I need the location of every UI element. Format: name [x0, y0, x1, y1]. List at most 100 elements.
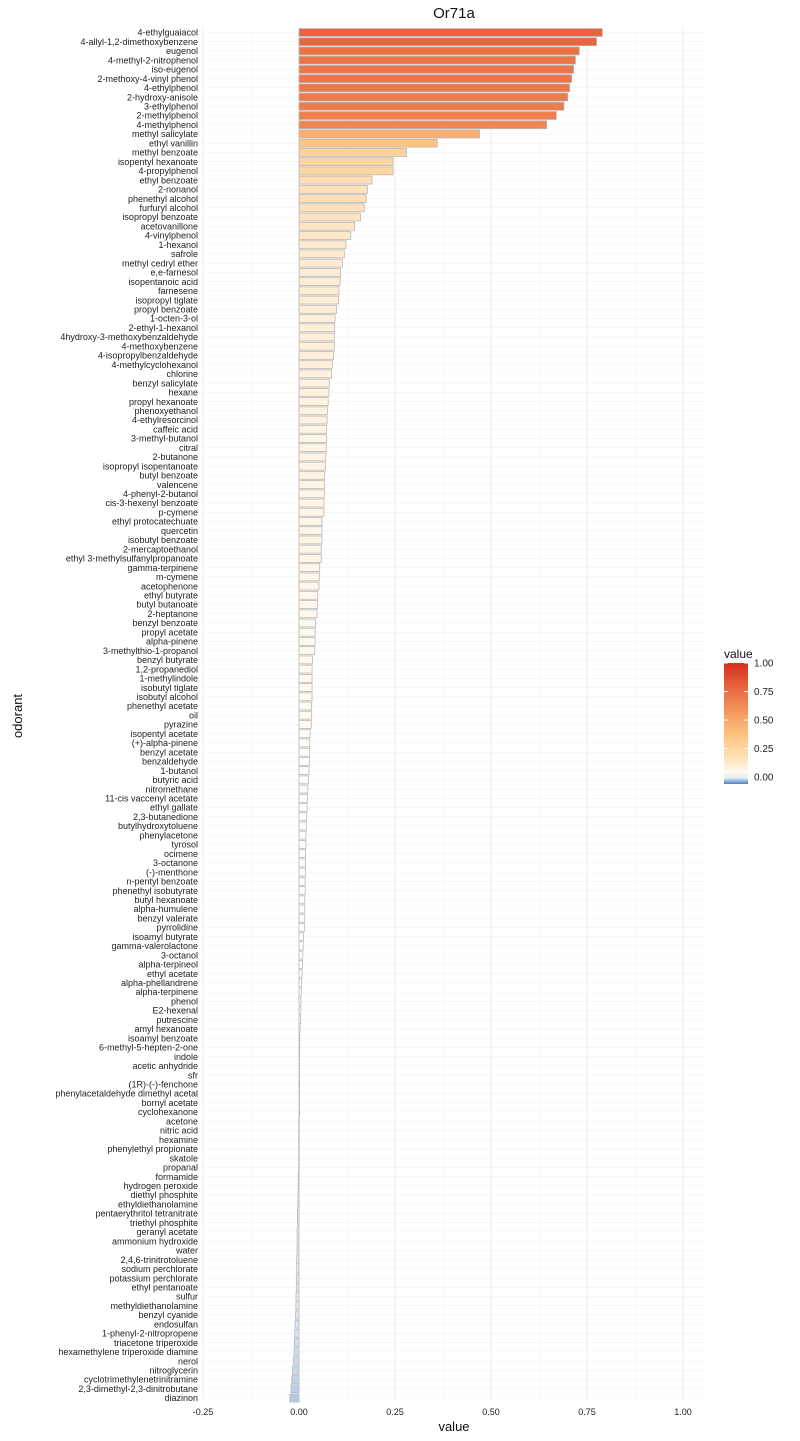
bar-72 — [298, 683, 313, 692]
bar-85 — [298, 803, 308, 812]
bar-2 — [298, 37, 598, 47]
bar-149 — [289, 1393, 300, 1403]
y-tick-label: benzyl benzoate — [132, 618, 198, 628]
bar-105 — [298, 987, 302, 997]
y-tick-label: pyrazine — [164, 720, 198, 730]
y-tick-label: isoamyl butyrate — [132, 932, 198, 942]
y-tick-label: cyclotrimethylenetrinitramine — [84, 1375, 198, 1385]
y-tick-label: triethyl phosphite — [130, 1218, 198, 1228]
bar-92 — [298, 867, 306, 877]
bar-107 — [298, 1006, 302, 1015]
legend-tick-label: 0.00 — [754, 773, 774, 784]
y-tick-label: 3-ethylphenol — [144, 102, 198, 112]
y-tick-label: 4-vinylphenol — [145, 231, 198, 241]
bar-95 — [298, 895, 306, 905]
y-tick-label: ethyl 3-methylsulfanylpropanoate — [66, 554, 198, 564]
bar-112 — [298, 1052, 301, 1061]
y-tick-label: butylhydroxytoluene — [118, 821, 198, 831]
bar-114 — [298, 1070, 301, 1080]
legend-ticks: 0.00 0.25 0.50 0.75 1.00 — [724, 659, 774, 784]
y-tick-label: propyl hexanoate — [129, 397, 198, 407]
y-tick-label: skatole — [169, 1153, 198, 1163]
y-tick-label: propyl acetate — [141, 627, 198, 637]
y-tick-label: e,e-farnesol — [150, 268, 198, 278]
bar-116 — [298, 1089, 301, 1098]
y-tick-label: cis-3-hexenyl benzoate — [105, 498, 198, 508]
y-tick-label: valencene — [157, 480, 198, 490]
y-tick-label: isopropyl tiglate — [135, 295, 198, 305]
bar-46 — [298, 443, 327, 453]
bar-113 — [298, 1061, 301, 1071]
y-tick-label: phenylethyl propionate — [107, 1144, 198, 1154]
bar-130 — [297, 1218, 300, 1228]
y-tick-label: 2-hydroxy-anisole — [127, 92, 198, 102]
bar-142 — [294, 1329, 300, 1338]
bar-59 — [298, 563, 321, 572]
bar-39 — [298, 378, 330, 388]
y-tick-label: 4-propylphenol — [138, 166, 198, 176]
x-tick-label: 0.00 — [290, 1407, 308, 1417]
bar-66 — [298, 627, 316, 637]
y-tick-label: phenethyl alcohol — [128, 194, 198, 204]
bar-115 — [298, 1079, 301, 1089]
bar-119 — [298, 1116, 300, 1126]
y-tick-label: isobutyl benzoate — [128, 535, 198, 545]
bar-77 — [298, 729, 311, 739]
y-tick-label: 1-phenyl-2-nitropropene — [102, 1329, 198, 1339]
y-tick-label: (1R)-(-)-fenchone — [128, 1080, 198, 1090]
y-axis-title: odorant — [10, 694, 25, 738]
y-tick-label: methyl salicylate — [132, 129, 198, 139]
bar-146 — [292, 1365, 300, 1375]
bar-97 — [298, 913, 306, 923]
y-tick-label: benzyl valerate — [137, 913, 198, 923]
y-tick-label: propanal — [163, 1163, 198, 1173]
bar-134 — [296, 1255, 300, 1264]
y-tick-label: butyric acid — [152, 775, 198, 785]
bar-63 — [298, 600, 318, 609]
y-tick-label: indole — [174, 1052, 198, 1062]
bar-87 — [298, 821, 307, 831]
bar-103 — [298, 969, 303, 978]
y-tick-label: isopentyl acetate — [130, 729, 198, 739]
bar-84 — [298, 793, 308, 803]
y-tick-label: (+)-alpha-pinene — [132, 738, 198, 748]
bar-37 — [298, 360, 333, 370]
bar-29 — [298, 286, 340, 296]
bar-54 — [298, 517, 323, 526]
y-tick-label: isopropyl isopentanoate — [103, 461, 198, 471]
bar-35 — [298, 341, 335, 351]
y-tick-label: 3-octanol — [161, 950, 198, 960]
bar-135 — [296, 1264, 300, 1274]
bar-80 — [298, 757, 310, 766]
bar-47 — [298, 452, 327, 462]
bar-14 — [298, 148, 407, 157]
bar-61 — [298, 581, 320, 591]
y-tick-label: cyclohexanone — [138, 1107, 198, 1117]
bar-25 — [298, 249, 345, 259]
bar-70 — [298, 664, 313, 674]
y-tick-label: 6-methyl-5-hepten-2-one — [99, 1043, 198, 1053]
y-tick-label: 4-isopropylbenzaldehyde — [98, 351, 198, 361]
bar-28 — [298, 277, 341, 286]
bar-143 — [293, 1338, 300, 1348]
y-tick-label: ethyldiethanolamine — [118, 1199, 198, 1209]
y-tick-label: isopentanoic acid — [128, 277, 198, 287]
bar-40 — [298, 387, 330, 397]
bar-55 — [298, 526, 323, 536]
y-tick-label: hexamine — [159, 1135, 198, 1145]
bar-23 — [298, 231, 352, 240]
bar-21 — [298, 212, 361, 222]
bar-56 — [298, 535, 323, 545]
y-tick-label: benzyl salicylate — [132, 378, 198, 388]
y-tick-label: acetone — [166, 1116, 198, 1126]
y-tick-label: alpha-pinene — [146, 637, 198, 647]
y-tick-label: 2-mercaptoethanol — [123, 544, 198, 554]
bar-42 — [298, 406, 328, 416]
y-tick-label: ethyl gallate — [150, 803, 198, 813]
bar-139 — [295, 1301, 300, 1311]
bar-60 — [298, 572, 320, 582]
y-tick-label: ocimene — [164, 849, 198, 859]
y-tick-label: phenylacetaldehyde dimethyl acetal — [55, 1089, 198, 1099]
y-tick-label: sfr — [188, 1070, 198, 1080]
